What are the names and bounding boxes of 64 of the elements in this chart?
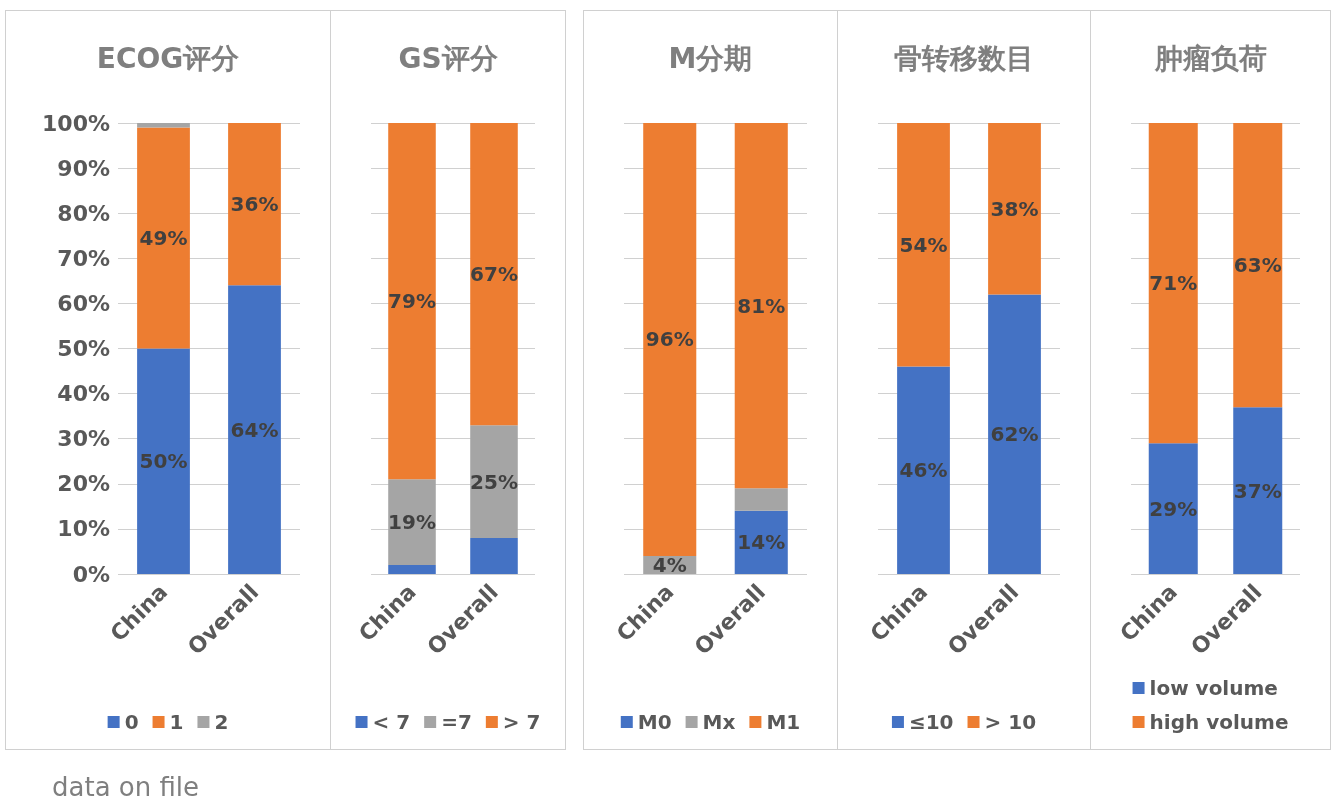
data-label: 54%: [899, 232, 948, 257]
chart-title: 肿瘤负荷: [1153, 41, 1267, 75]
y-tick-label: 60%: [57, 290, 110, 316]
data-label: 71%: [1149, 271, 1198, 296]
bar: [388, 479, 436, 565]
y-tick-label: 50%: [57, 336, 110, 361]
legend-label: M1: [766, 710, 801, 734]
legend-label: high volume: [1149, 710, 1289, 734]
y-tick-label: 10%: [57, 516, 110, 542]
bar: [734, 123, 788, 489]
legend-label: M0: [637, 710, 672, 734]
data-label: 79%: [388, 289, 436, 314]
data-label: 19%: [388, 510, 436, 535]
bar: [228, 285, 281, 574]
bar: [228, 123, 281, 286]
data-label: 96%: [645, 327, 694, 352]
bar: [137, 348, 190, 574]
y-tick-label: 100%: [42, 110, 110, 136]
legend-label: 0: [124, 710, 139, 734]
bar: [643, 123, 697, 556]
data-label: 64%: [230, 417, 279, 442]
data-label: 38%: [990, 196, 1039, 221]
bar: [137, 123, 190, 128]
legend-label: Mx: [702, 710, 736, 734]
y-tick-label: 40%: [57, 381, 110, 407]
text: data on file: [52, 772, 200, 802]
data-label: 29%: [1149, 496, 1198, 521]
bar: [470, 123, 518, 426]
bar: [734, 488, 788, 511]
data-label: 62%: [990, 422, 1039, 447]
legend-label: > 7: [502, 710, 541, 734]
y-tick-label: 20%: [57, 471, 110, 497]
y-tick-label: 80%: [57, 200, 110, 226]
data-label: 49%: [139, 226, 188, 251]
y-tick-label: 90%: [57, 155, 110, 181]
chart-title: ECOG评分: [96, 41, 241, 75]
data-label: 81%: [737, 293, 786, 318]
y-tick-label: 0%: [72, 561, 110, 587]
data-label: 63%: [1233, 253, 1282, 278]
data-label: 25%: [470, 469, 518, 494]
y-tick-label: 70%: [57, 245, 110, 271]
legend-label: low volume: [1149, 676, 1278, 700]
legend-label: ≤10: [908, 710, 954, 734]
legend-label: 2: [214, 710, 229, 734]
bar: [137, 127, 190, 349]
chart-title: 骨转移数目: [894, 41, 1034, 75]
data-label: 4%: [652, 552, 687, 577]
legend-label: =7: [441, 710, 472, 734]
data-label: 67%: [470, 262, 518, 287]
legend-label: 1: [169, 710, 184, 734]
data-label: 36%: [230, 192, 279, 217]
bar: [388, 564, 436, 574]
y-tick-label: 30%: [57, 426, 110, 452]
bar: [470, 537, 518, 574]
data-label: 46%: [899, 458, 948, 483]
legend-label: < 7: [372, 710, 411, 734]
chart-title: M分期: [668, 41, 753, 75]
bar: [470, 425, 518, 538]
data-label: 50%: [139, 449, 188, 474]
chart-title: GS评分: [398, 41, 499, 75]
legend-label: > 10: [984, 710, 1037, 734]
data-label: 14%: [737, 530, 786, 555]
bar: [388, 123, 436, 480]
data-label: 37%: [1233, 478, 1282, 503]
